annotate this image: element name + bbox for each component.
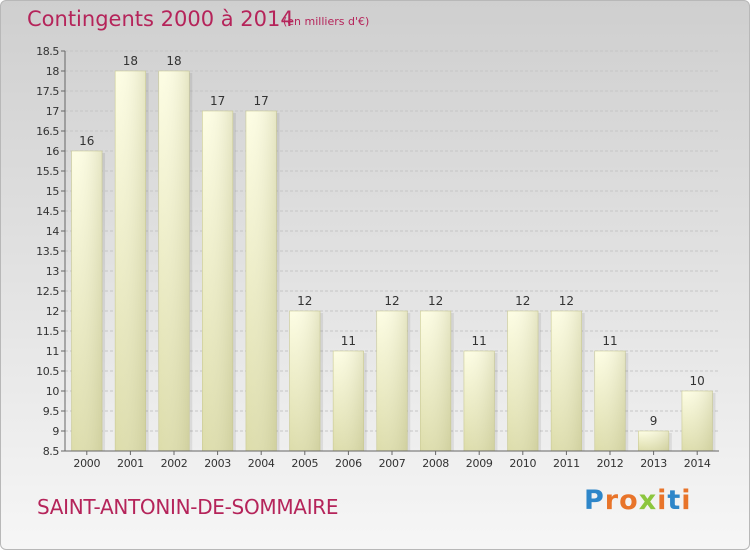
bar-shade	[420, 311, 451, 451]
bar-shade	[594, 351, 626, 451]
y-tick-label: 12	[46, 305, 59, 318]
y-tick-label: 11	[46, 345, 59, 358]
y-tick-label: 18	[46, 65, 60, 78]
y-tick-label: 12.5	[36, 285, 59, 298]
y-tick-label: 10	[46, 385, 60, 398]
bar-shade	[245, 111, 277, 451]
bar-shade	[115, 71, 146, 451]
y-tick-label: 18.5	[36, 45, 59, 58]
bar-value-label: 12	[384, 294, 399, 308]
logo-letter: r	[604, 485, 620, 516]
bar-shade	[681, 391, 713, 451]
logo-letter: x	[638, 485, 658, 516]
bar-shade	[158, 71, 190, 451]
bar-value-label: 11	[472, 334, 487, 348]
x-tick-label: 2001	[117, 457, 144, 470]
chart-title: Contingents 2000 à 2014	[27, 7, 294, 31]
bar-value-label: 11	[341, 334, 356, 348]
y-tick-label: 11.5	[36, 325, 59, 338]
proxiti-logo: Proxiti	[584, 485, 692, 516]
x-tick-label: 2000	[73, 457, 100, 470]
y-tick-label: 15.5	[36, 165, 59, 178]
bar-shade	[202, 111, 233, 451]
logo-letter: t	[667, 485, 682, 516]
bar-value-label: 17	[210, 94, 225, 108]
logo-letter: i	[657, 485, 668, 516]
bar-shade	[463, 351, 495, 451]
x-tick-label: 2006	[335, 457, 362, 470]
x-tick-label: 2008	[422, 457, 449, 470]
bar-value-label: 11	[602, 334, 617, 348]
bars	[71, 70, 716, 452]
bar-value-label: 18	[123, 54, 138, 68]
y-tick-label: 15	[46, 185, 60, 198]
y-tick-label: 10.5	[36, 365, 59, 378]
x-tick-label: 2003	[204, 457, 231, 470]
y-tick-label: 13.5	[36, 245, 59, 258]
bar-value-label: 9	[650, 414, 658, 428]
y-tick-label: 8.5	[43, 445, 60, 458]
chart-unit: (en milliers d'€)	[283, 15, 370, 28]
bar-value-label: 18	[166, 54, 181, 68]
y-tick-label: 9.5	[43, 405, 60, 418]
bar-value-label: 16	[79, 134, 94, 148]
y-tick-label: 9	[52, 425, 59, 438]
bar-shade	[289, 311, 321, 451]
x-tick-label: 2007	[379, 457, 406, 470]
x-tick-label: 2013	[640, 457, 667, 470]
y-tick-label: 16	[46, 145, 60, 158]
x-tick-label: 2010	[509, 457, 536, 470]
bar-value-label: 17	[254, 94, 269, 108]
y-tick-label: 17	[46, 105, 60, 118]
x-tick-label: 2004	[248, 457, 275, 470]
x-tick-label: 2005	[291, 457, 318, 470]
y-tick-label: 13	[46, 265, 60, 278]
logo-letter: P	[584, 485, 605, 516]
x-tick-label: 2012	[597, 457, 624, 470]
y-tick-label: 14.5	[36, 205, 59, 218]
bar-value-label: 12	[515, 294, 530, 308]
bar-value-label: 12	[428, 294, 443, 308]
x-tick-label: 2014	[684, 457, 711, 470]
y-tick-label: 17.5	[36, 85, 59, 98]
bar-shade	[507, 311, 539, 451]
x-tick-label: 2002	[161, 457, 188, 470]
bar-shade	[71, 151, 103, 451]
bar-value-label: 12	[559, 294, 574, 308]
bar-shade	[638, 431, 669, 451]
bar-shade	[551, 311, 582, 451]
x-tick-label: 2011	[553, 457, 580, 470]
y-tick-label: 16.5	[36, 125, 59, 138]
bar-shade	[333, 351, 364, 451]
logo-letter: i	[681, 485, 692, 516]
bar-value-label: 10	[690, 374, 705, 388]
logo-letter: o	[619, 485, 639, 516]
bar-value-label: 12	[297, 294, 312, 308]
axes: 8.5 9 9.5 10 10.5 11 11.5 12 12.5 13 13.5 14 14.5 15 1…	[36, 45, 719, 470]
place-name: SAINT-ANTONIN-DE-SOMMAIRE	[37, 495, 339, 519]
bar-shade	[376, 311, 408, 451]
x-tick-label: 2009	[466, 457, 493, 470]
y-tick-label: 14	[46, 225, 60, 238]
